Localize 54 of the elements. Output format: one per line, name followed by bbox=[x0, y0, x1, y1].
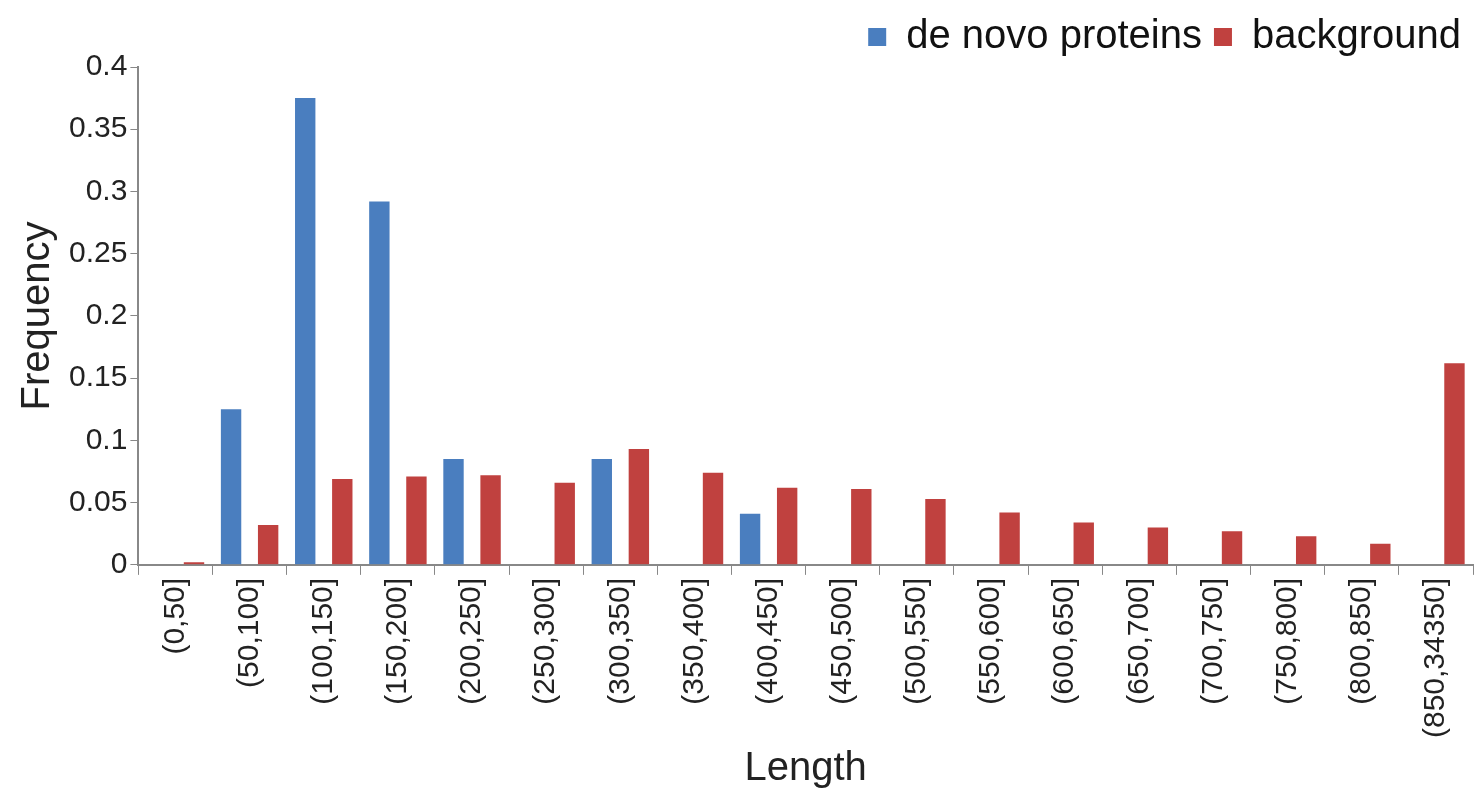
x-tick-label: (550,600] bbox=[972, 577, 1006, 705]
bar bbox=[591, 459, 612, 565]
x-axis-title: Length bbox=[744, 744, 867, 789]
bar bbox=[1073, 522, 1094, 565]
x-tick-label: (250,300] bbox=[527, 577, 561, 705]
x-tick-label: (350,400] bbox=[675, 577, 709, 705]
x-tick-label: (300,350] bbox=[601, 577, 635, 705]
x-tick-label: (100,150] bbox=[305, 577, 339, 705]
bar bbox=[443, 459, 464, 565]
y-tick-label: 0.25 bbox=[69, 234, 128, 268]
bar bbox=[220, 409, 242, 565]
y-tick-label: 0.1 bbox=[85, 421, 128, 455]
y-tick-label: 0.3 bbox=[85, 172, 128, 206]
bar bbox=[480, 475, 501, 565]
bar bbox=[702, 472, 724, 565]
x-tick-label: (0,50] bbox=[156, 577, 190, 655]
bar bbox=[776, 487, 798, 565]
x-tick-label: (600,650] bbox=[1046, 577, 1080, 705]
x-tick-label: (150,200] bbox=[379, 577, 413, 705]
x-tick-label: (450,500] bbox=[824, 577, 858, 705]
bar bbox=[628, 449, 650, 565]
x-tick-label: (400,450] bbox=[749, 577, 783, 705]
bar bbox=[1221, 531, 1243, 565]
bar bbox=[554, 482, 575, 565]
y-tick-label: 0.2 bbox=[85, 297, 128, 331]
y-tick-label: 0.4 bbox=[85, 48, 128, 82]
x-tick-label: (650,700] bbox=[1120, 577, 1154, 705]
x-tick-label: (750,800] bbox=[1268, 577, 1302, 705]
y-tick-label: 0.15 bbox=[69, 359, 128, 393]
bar bbox=[257, 525, 279, 565]
y-tick-label: 0.35 bbox=[69, 110, 128, 144]
bar bbox=[1295, 536, 1317, 565]
bar bbox=[295, 98, 316, 565]
bar bbox=[1370, 543, 1391, 565]
legend-label: de novo proteins bbox=[906, 12, 1202, 57]
bar bbox=[925, 498, 946, 565]
bar bbox=[739, 513, 761, 565]
bar bbox=[1444, 363, 1465, 565]
bar bbox=[332, 478, 353, 565]
bar bbox=[1147, 527, 1169, 565]
x-tick-label: (200,250] bbox=[453, 577, 487, 705]
bar bbox=[999, 512, 1020, 565]
x-tick-label: (500,550] bbox=[898, 577, 932, 705]
x-tick-label: (850,34350] bbox=[1417, 577, 1451, 738]
y-tick-label: 0 bbox=[110, 546, 128, 580]
x-tick-label: (50,100] bbox=[230, 577, 264, 688]
legend-label: background bbox=[1251, 12, 1461, 57]
bar bbox=[369, 201, 390, 565]
x-tick-label: (700,750] bbox=[1194, 577, 1228, 705]
y-axis-title: Frequency bbox=[13, 221, 58, 411]
bar bbox=[406, 476, 427, 565]
x-tick-label: (800,850] bbox=[1343, 577, 1377, 705]
bar bbox=[851, 488, 872, 565]
y-tick-label: 0.05 bbox=[69, 483, 128, 517]
